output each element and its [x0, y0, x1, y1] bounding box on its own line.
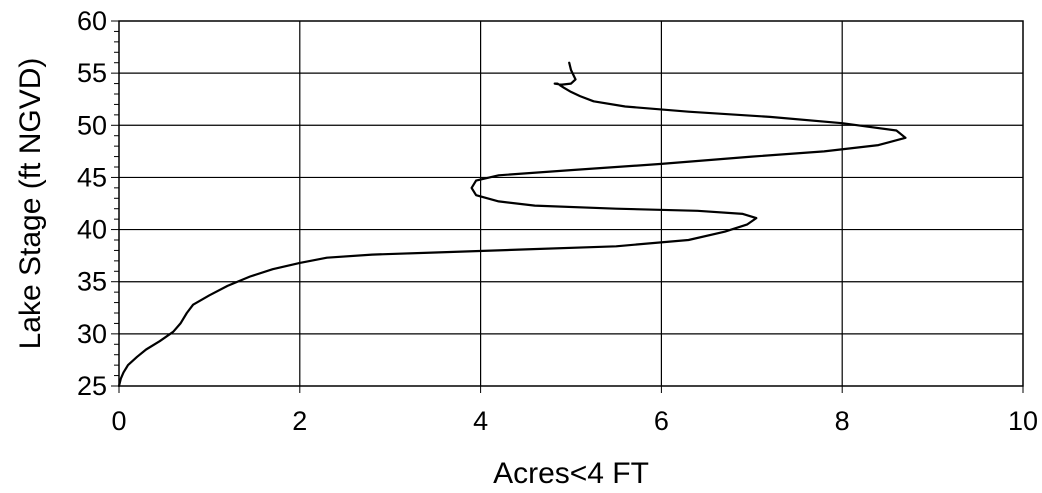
y-tick-label: 30 — [77, 319, 107, 349]
y-axis-title: Lake Stage (ft NGVD) — [14, 58, 47, 350]
x-tick-label: 0 — [111, 406, 126, 436]
x-axis-title: Acres<4 FT — [493, 457, 649, 490]
grid-layer — [119, 21, 1023, 386]
plot-area-frame — [118, 20, 1024, 387]
y-tick-label: 55 — [77, 58, 107, 88]
y-tick-labels: 25 30 35 40 45 50 55 60 — [77, 6, 107, 401]
x-tick-label: 8 — [835, 406, 850, 436]
series-layer — [117, 61, 907, 388]
x-tick-label: 10 — [1008, 406, 1038, 436]
y-tick-label: 50 — [77, 110, 107, 140]
y-tick-label: 60 — [77, 6, 107, 36]
y-tick-label: 25 — [77, 371, 107, 401]
y-tick-label: 45 — [77, 162, 107, 192]
series-line-0 — [117, 61, 907, 388]
y-tick-label: 35 — [77, 267, 107, 297]
y-minor-ticks — [111, 20, 1024, 393]
x-tick-labels: 0 2 4 6 8 10 — [111, 406, 1038, 436]
x-tick-label: 6 — [654, 406, 669, 436]
y-tick-label: 40 — [77, 215, 107, 245]
x-tick-label: 4 — [473, 406, 488, 436]
x-tick-label: 2 — [292, 406, 307, 436]
